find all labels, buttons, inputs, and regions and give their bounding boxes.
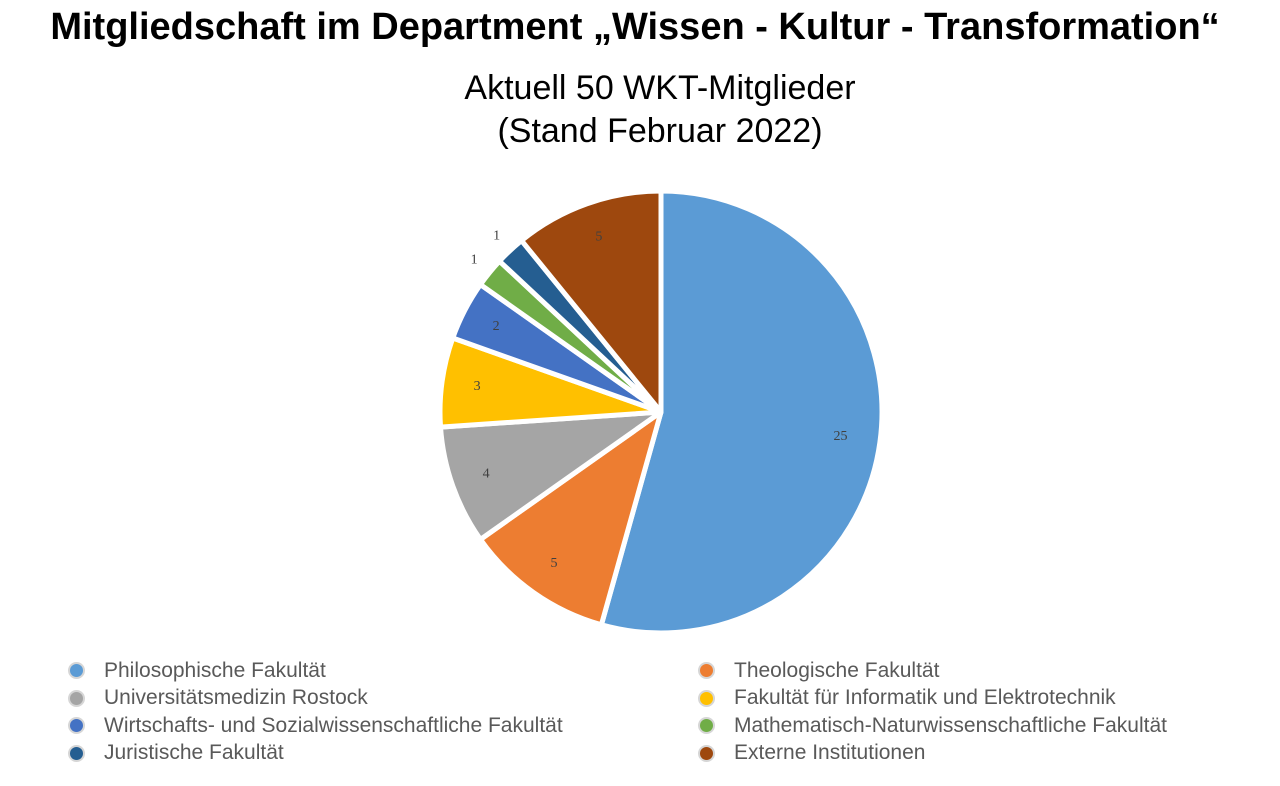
pie-slices (437, 188, 885, 636)
pie-data-label: 1 (493, 228, 500, 243)
pie-data-label: 25 (834, 429, 848, 444)
pie-data-label: 1 (471, 252, 478, 267)
legend-label: Externe Institutionen (734, 741, 926, 765)
chart-subtitle: (Stand Februar 2022) (497, 112, 823, 150)
pie-slice (477, 409, 664, 628)
page-title: Mitgliedschaft im Department „Wissen - K… (50, 6, 1220, 48)
pie-data-label: 2 (493, 319, 500, 334)
pie-data-label: 5 (550, 556, 557, 571)
legend-label: Mathematisch-Naturwissenschaftliche Faku… (734, 713, 1168, 737)
pie-data-label: 5 (595, 230, 602, 245)
legend-swatch (698, 662, 715, 680)
legend-label: Juristische Fakultät (104, 741, 284, 765)
legend-item: Fakultät für Informatik und Elektrotechn… (698, 685, 1167, 713)
legend-item: Universitätsmedizin Rostock (68, 685, 563, 713)
legend-item: Externe Institutionen (698, 740, 1167, 768)
chart-title: Aktuell 50 WKT-Mitglieder (464, 69, 856, 107)
pie-slice (519, 188, 664, 415)
legend-label: Philosophische Fakultät (104, 658, 326, 682)
legend-item: Theologische Fakultät (698, 657, 1167, 685)
legend-swatch (68, 744, 85, 762)
legend-column-right: Theologische Fakultät Fakultät für Infor… (698, 657, 1167, 767)
pie-data-labels: 25 5 4 3 2 11 5 (471, 228, 848, 571)
legend-column-left: Philosophische Fakultät Universitätsmedi… (68, 657, 563, 767)
legend-swatch (698, 744, 715, 762)
legend-swatch (68, 717, 85, 735)
legend-swatch (698, 717, 715, 735)
legend-label: Universitätsmedizin Rostock (104, 686, 368, 710)
pie-data-label: 4 (483, 467, 490, 482)
legend-swatch (68, 662, 85, 680)
legend-label: Wirtschafts- und Sozialwissenschaftliche… (104, 713, 563, 737)
legend-item: Wirtschafts- und Sozialwissenschaftliche… (68, 712, 563, 740)
legend-item: Mathematisch-Naturwissenschaftliche Faku… (698, 712, 1167, 740)
legend-swatch (698, 689, 715, 707)
pie-slice (438, 409, 664, 542)
legend-item: Philosophische Fakultät (68, 657, 563, 685)
legend-item: Juristische Fakultät (68, 740, 563, 768)
legend-swatch (68, 689, 85, 707)
pie-data-label: 3 (474, 379, 481, 394)
pie-slice (598, 188, 885, 636)
legend: Philosophische Fakultät Universitätsmedi… (0, 657, 1280, 777)
legend-label: Theologische Fakultät (734, 658, 940, 682)
legend-label: Fakultät für Informatik und Elektrotechn… (734, 686, 1116, 710)
